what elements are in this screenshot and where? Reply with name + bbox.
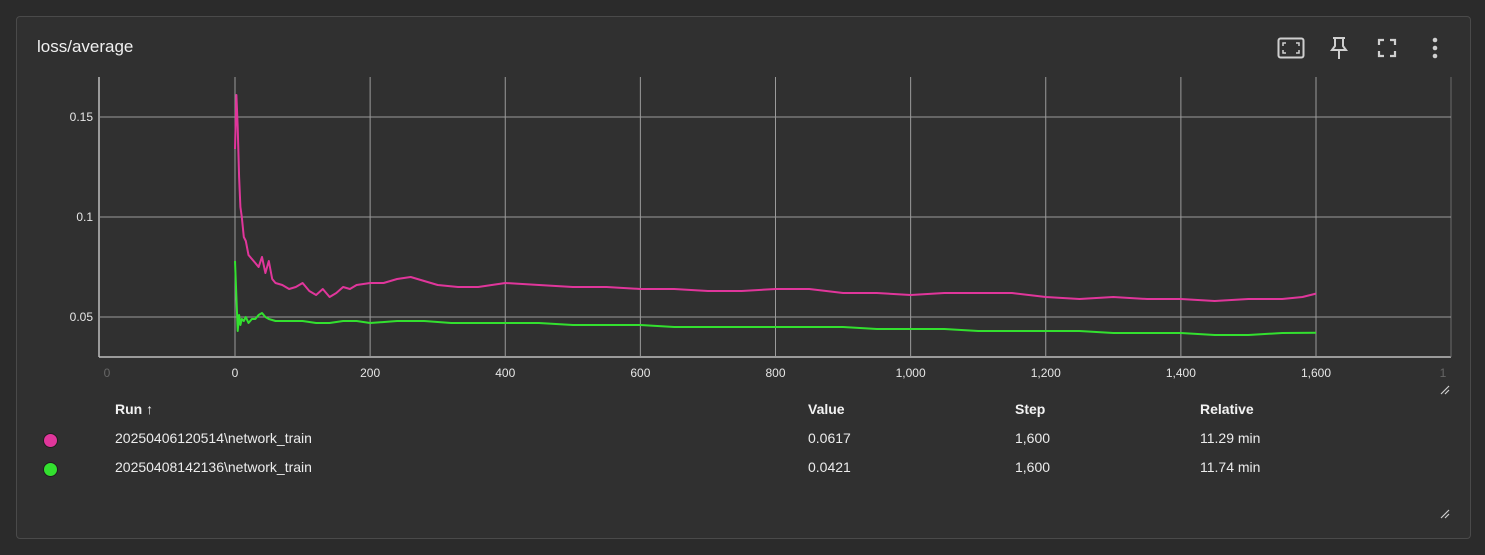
run-name: 20250408142136\network_train [115,459,312,475]
card-toolbar [1272,33,1454,63]
table-row: 20250408142136\network_train 0.0421 1,60… [17,455,1470,484]
run-color-dot[interactable] [43,462,58,477]
y-tick-label: 0.15 [70,110,94,124]
run-value: 0.0421 [808,459,851,475]
card-title: loss/average [37,37,134,56]
x-tick-label: 1,400 [1166,366,1196,380]
series-line-2 [234,260,1317,336]
pin-icon [1330,37,1348,59]
run-value: 0.0617 [808,430,851,446]
x-tick-label: 400 [495,366,515,380]
x-tick-label: 800 [765,366,785,380]
more-vert-icon [1432,37,1438,59]
run-relative: 11.29 min [1200,430,1261,446]
x-tick-label: 0 [232,366,239,380]
run-relative: 11.74 min [1200,459,1261,475]
series-line-1 [234,94,1317,302]
chart-card: loss/average 0 200 400 600 800 1,000 [16,16,1471,539]
x-tick-label: 600 [630,366,650,380]
chart-resize-handle-icon[interactable] [1440,385,1450,395]
fit-to-screen-icon [1277,37,1305,59]
table-header-row: Run ↑ Value Step Relative [17,397,1470,426]
run-name: 20250406120514\network_train [115,430,312,446]
x-tick-label: 200 [360,366,380,380]
run-color-dot[interactable] [43,433,58,448]
x-tick-label: 1,600 [1301,366,1331,380]
y-tick-label: 0.1 [76,210,93,224]
run-step: 1,600 [1015,459,1051,475]
table-resize-handle-icon[interactable] [1440,509,1450,519]
header-run[interactable]: Run ↑ [115,401,154,417]
line-chart[interactable]: 0 200 400 600 800 1,000 1,200 1,400 1,600 0 1 0.05 0… [17,17,1470,387]
pin-button[interactable] [1320,33,1358,63]
runs-table: Run ↑ Value Step Relative 20250406120514… [17,397,1470,484]
x-tick-label: 1,200 [1031,366,1061,380]
x-tick-label-clipped: 0 [104,366,111,380]
table-row: 20250406120514\network_train 0.0617 1,60… [17,426,1470,455]
more-options-button[interactable] [1416,33,1454,63]
y-tick-label: 0.05 [70,310,94,324]
fullscreen-icon [1377,38,1397,58]
header-relative: Relative [1200,401,1254,417]
fit-domain-button[interactable] [1272,33,1310,63]
header-value: Value [808,401,845,417]
fullscreen-button[interactable] [1368,33,1406,63]
run-step: 1,600 [1015,430,1051,446]
x-tick-label: 1,000 [896,366,926,380]
header-step: Step [1015,401,1046,417]
x-tick-label-clipped: 1 [1440,366,1447,380]
